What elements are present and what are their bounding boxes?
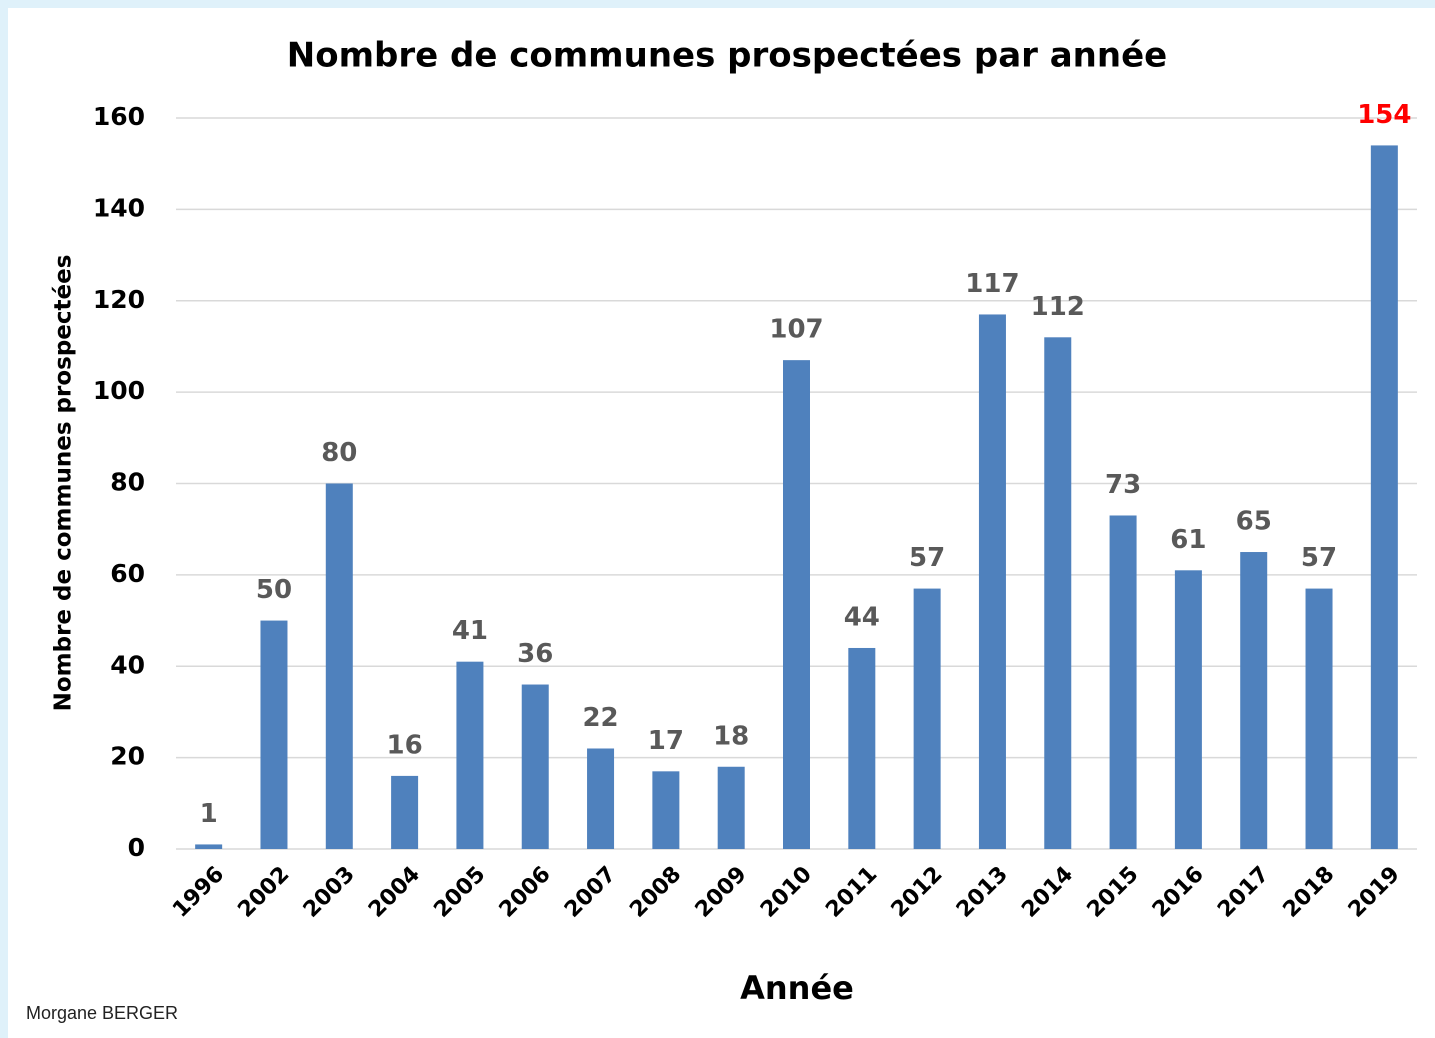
data-label: 41: [452, 616, 488, 646]
bar: [521, 684, 549, 849]
data-label: 154: [1357, 100, 1411, 130]
data-label: 65: [1236, 507, 1272, 537]
bar: [1370, 145, 1398, 850]
data-label: 107: [769, 315, 823, 345]
bar: [456, 661, 484, 849]
data-label: 117: [965, 269, 1019, 299]
bar: [391, 775, 419, 849]
bar: [652, 771, 680, 849]
data-label: 80: [321, 438, 357, 468]
data-label: 44: [844, 602, 880, 632]
bar: [325, 483, 353, 849]
bar: [1240, 552, 1268, 849]
chart-title: Nombre de communes prospectées par année: [287, 36, 1167, 76]
y-tick-label: 160: [93, 102, 145, 131]
y-tick-label: 120: [93, 285, 145, 314]
data-label: 57: [1301, 543, 1337, 573]
y-tick-label: 80: [110, 468, 145, 497]
bar: [1305, 588, 1333, 849]
credit: Morgane BERGER: [26, 1003, 178, 1023]
data-label: 57: [909, 543, 945, 573]
data-label: 18: [713, 721, 749, 751]
bar: [1044, 337, 1072, 849]
bar: [848, 647, 876, 849]
data-label: 1: [200, 799, 218, 829]
bar: [260, 620, 288, 849]
data-label: 17: [648, 726, 684, 756]
y-axis-label: Nombre de communes prospectées: [51, 255, 77, 712]
data-label: 73: [1105, 470, 1141, 500]
data-label: 22: [582, 703, 618, 733]
bar: [1109, 515, 1137, 849]
bar: [978, 314, 1006, 849]
bar: [195, 844, 223, 849]
y-tick-label: 40: [110, 650, 145, 679]
data-label: 112: [1031, 292, 1085, 322]
bar: [1174, 570, 1202, 849]
data-label: 50: [256, 575, 292, 605]
chart-area: [8, 8, 1435, 1038]
data-label: 16: [387, 730, 423, 760]
y-tick-label: 100: [93, 376, 145, 405]
bar: [587, 748, 615, 849]
y-tick-label: 0: [128, 833, 145, 862]
bar: [913, 588, 941, 849]
data-label: 61: [1170, 525, 1206, 555]
y-tick-label: 140: [93, 193, 145, 222]
x-axis-label: Année: [740, 969, 854, 1007]
y-tick-label: 60: [110, 559, 145, 588]
bar: [717, 766, 745, 849]
data-label: 36: [517, 639, 553, 669]
y-tick-label: 20: [110, 742, 145, 771]
bar: [783, 360, 810, 849]
